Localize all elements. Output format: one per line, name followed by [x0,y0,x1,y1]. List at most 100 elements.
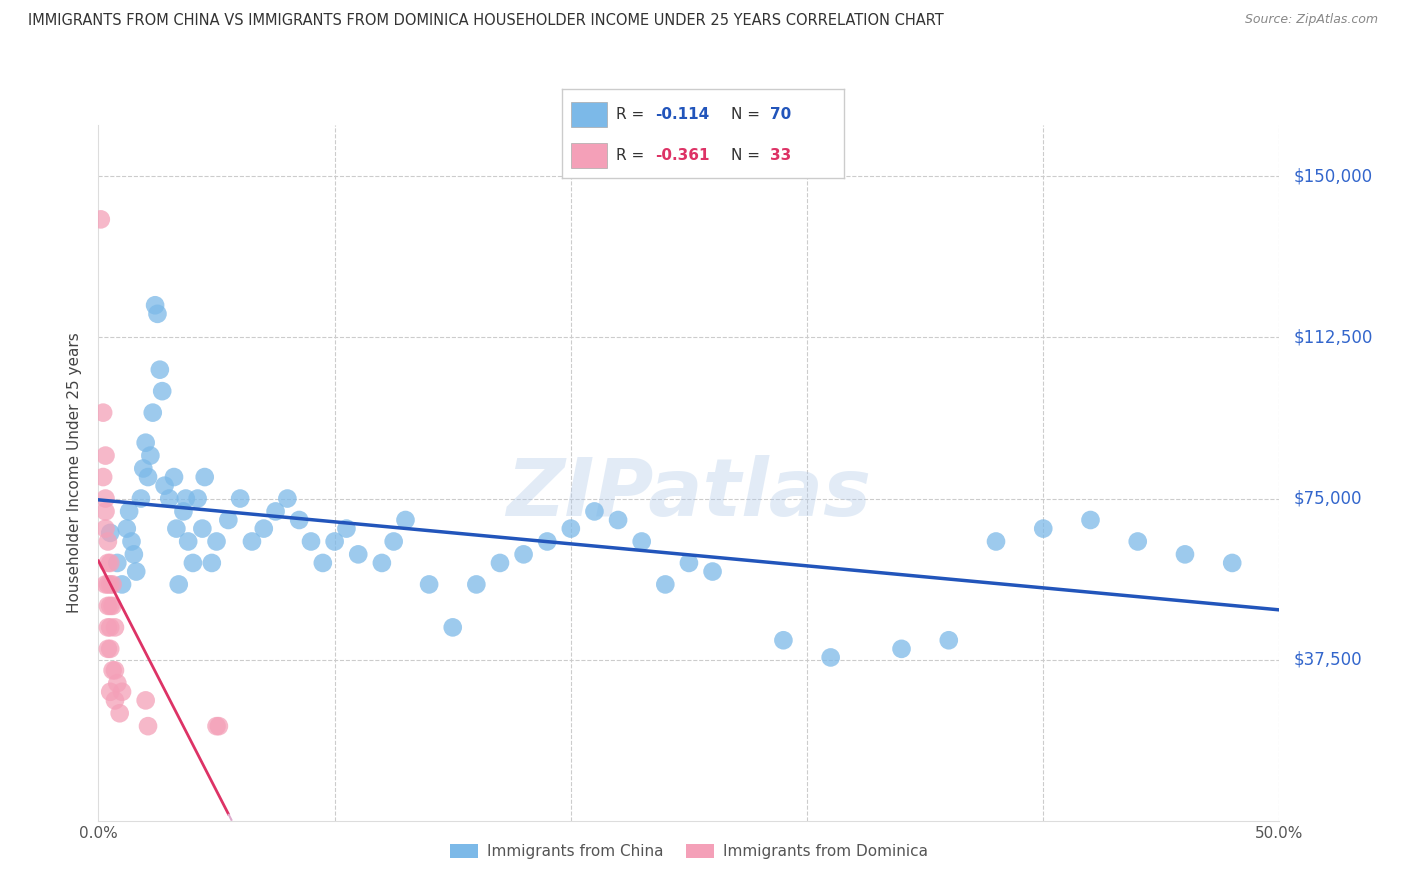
Point [1126,534,1149,549]
Point [105,556,128,570]
Point [418,577,440,591]
Point [772,633,794,648]
Point [94,449,117,463]
Point [157,491,180,506]
Point [890,641,912,656]
Point [98,525,121,540]
Point [98,577,121,591]
Point [104,693,127,707]
Point [115,522,138,536]
Point [335,522,357,536]
Legend: Immigrants from China, Immigrants from Dominica: Immigrants from China, Immigrants from D… [444,838,934,865]
Point [98,556,121,570]
Point [607,513,630,527]
Point [125,565,148,579]
Point [101,663,124,677]
Point [465,577,488,591]
Point [938,633,960,648]
Point [104,663,127,677]
Text: Source: ZipAtlas.com: Source: ZipAtlas.com [1244,13,1378,27]
Point [253,522,276,536]
Point [105,676,128,690]
Point [201,556,224,570]
Text: R =: R = [616,148,650,162]
Text: $75,000: $75,000 [1294,490,1362,508]
Point [97,577,120,591]
Point [323,534,346,549]
Point [167,577,190,591]
Point [97,534,120,549]
Point [135,435,157,450]
Point [90,212,112,227]
Point [122,547,145,561]
Point [1174,547,1197,561]
Point [217,513,239,527]
Point [108,706,131,721]
Point [654,577,676,591]
Point [678,556,700,570]
Point [150,384,173,399]
Bar [571,102,607,127]
Point [177,534,200,549]
Point [97,599,120,613]
Text: N =: N = [731,148,765,162]
Point [191,522,214,536]
Text: $112,500: $112,500 [1294,328,1372,346]
Point [312,556,335,570]
Point [276,491,298,506]
Point [118,504,141,518]
Point [984,534,1007,549]
Point [101,577,124,591]
Point [347,547,370,561]
Text: $37,500: $37,500 [1294,650,1362,669]
Point [382,534,405,549]
Text: $150,000: $150,000 [1294,168,1372,186]
Point [98,641,121,656]
Point [1220,556,1243,570]
Point [98,685,121,699]
Point [240,534,263,549]
Point [1032,522,1054,536]
Point [91,406,114,420]
Point [139,449,162,463]
Point [146,307,169,321]
Point [97,641,120,656]
Point [104,620,127,634]
Point [205,534,228,549]
Point [299,534,322,549]
Text: IMMIGRANTS FROM CHINA VS IMMIGRANTS FROM DOMINICA HOUSEHOLDER INCOME UNDER 25 YE: IMMIGRANTS FROM CHINA VS IMMIGRANTS FROM… [28,13,943,29]
Point [205,719,228,733]
Point [187,491,209,506]
Point [208,719,231,733]
Point [174,491,197,506]
Point [98,620,121,634]
Point [181,556,204,570]
Text: 33: 33 [770,148,792,162]
Point [91,470,114,484]
Bar [571,143,607,168]
Point [512,547,534,561]
Point [560,522,582,536]
Point [135,693,157,707]
Text: -0.361: -0.361 [655,148,710,162]
Point [121,534,143,549]
Point [489,556,512,570]
Point [143,298,166,312]
Point [136,719,159,733]
Text: ZIPatlas: ZIPatlas [506,455,872,533]
Point [536,534,558,549]
Point [101,599,124,613]
Point [97,556,120,570]
Point [264,504,287,518]
Point [1080,513,1102,527]
Point [132,461,155,475]
Point [149,362,172,376]
Point [229,491,252,506]
Point [820,650,842,665]
Point [394,513,416,527]
Point [136,470,159,484]
Point [288,513,311,527]
Point [630,534,652,549]
Point [702,565,724,579]
Point [129,491,152,506]
